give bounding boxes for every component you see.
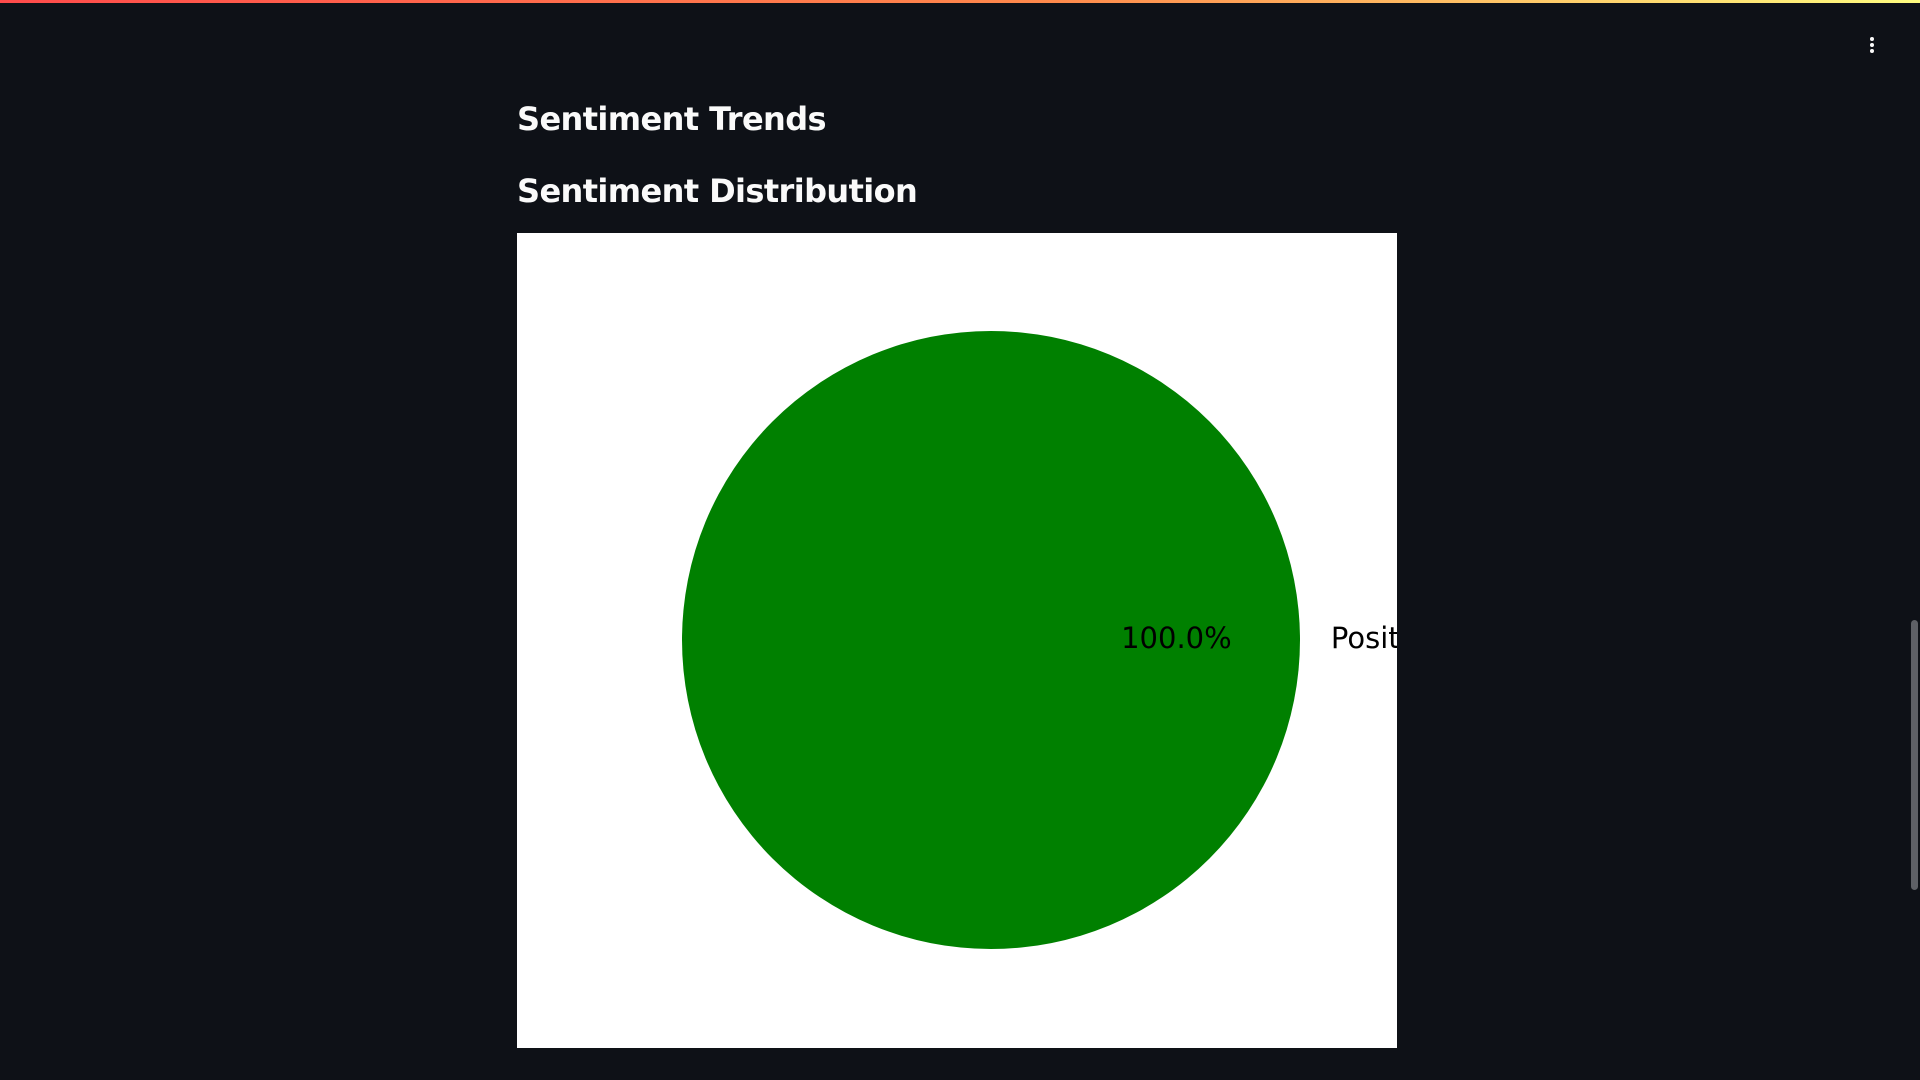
top-decoration-bar bbox=[0, 0, 1920, 3]
pie-label-positive: Positive bbox=[1331, 621, 1397, 655]
sentiment-trends-heading: Sentiment Trends bbox=[517, 100, 827, 138]
main-content: Sentiment Trends Sentiment Distribution … bbox=[517, 0, 1397, 1080]
main-menu-button[interactable] bbox=[1860, 32, 1884, 58]
kebab-vertical-icon bbox=[1870, 37, 1874, 53]
sentiment-distribution-chart: Positive 100.0% bbox=[517, 233, 1397, 1048]
sentiment-distribution-heading: Sentiment Distribution bbox=[517, 172, 918, 210]
pie-percent-label: 100.0% bbox=[1121, 621, 1232, 655]
page-scrollbar[interactable] bbox=[1911, 620, 1918, 890]
pie-slice-positive bbox=[682, 331, 1300, 949]
pie-chart-svg: Positive 100.0% bbox=[682, 331, 1397, 949]
